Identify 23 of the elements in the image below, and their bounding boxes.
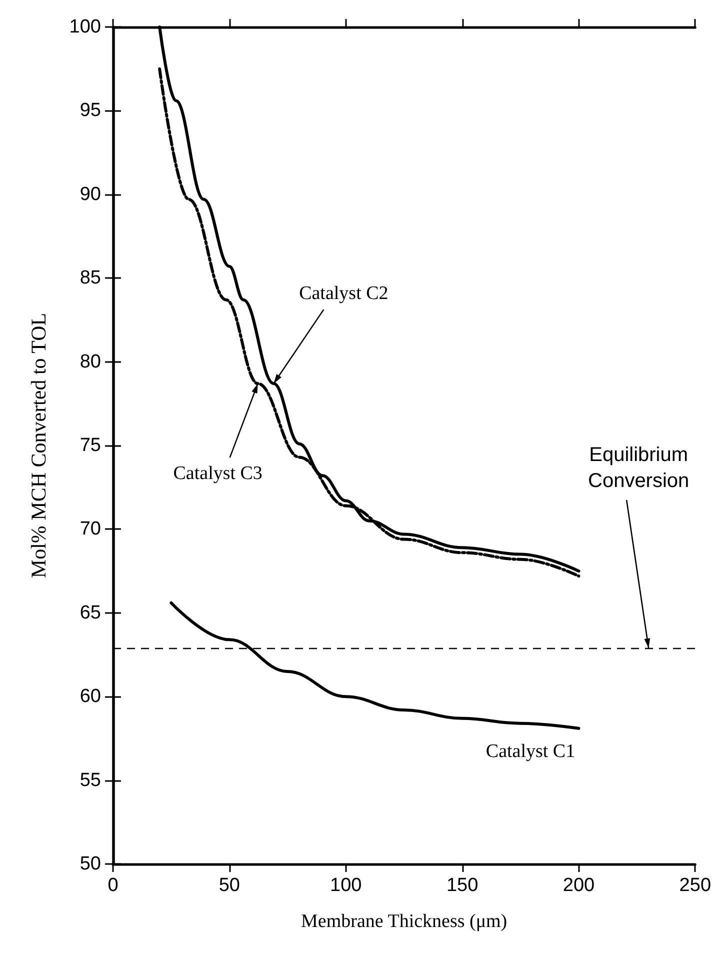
x-tick-label: 250 <box>679 875 711 896</box>
x-tick-label: 0 <box>108 875 118 896</box>
y-tick-label: 100 <box>69 16 101 38</box>
x-tick-label: 100 <box>330 875 362 896</box>
y-tick-label: 95 <box>80 100 101 122</box>
y-tick-label: 50 <box>80 854 101 874</box>
x-tick-label: 200 <box>562 875 595 896</box>
y-tick-label: 70 <box>80 518 101 540</box>
x-tick-label: 150 <box>446 875 478 896</box>
y-tick-label: 80 <box>80 351 101 372</box>
y-tick-label: 65 <box>80 602 101 624</box>
y-tick-label: 85 <box>80 268 101 289</box>
ref-line-label: Equilibrium Conversion <box>588 444 690 492</box>
series-label: Catalyst C1 <box>486 740 576 762</box>
x-axis-title: Membrane Thickness (μm) <box>301 911 508 932</box>
series-label: Catalyst C3 <box>173 463 262 484</box>
text: Catalyst C2 <box>299 283 388 304</box>
y-tick-label: 55 <box>80 770 101 791</box>
y-axis-title: Mol% MCH Converted to TOL <box>26 312 50 578</box>
x-tick-label: 50 <box>218 875 240 896</box>
y-tick-label: 75 <box>80 435 101 456</box>
y-tick-label: 90 <box>80 184 101 205</box>
y-tick-label: 60 <box>80 686 101 708</box>
